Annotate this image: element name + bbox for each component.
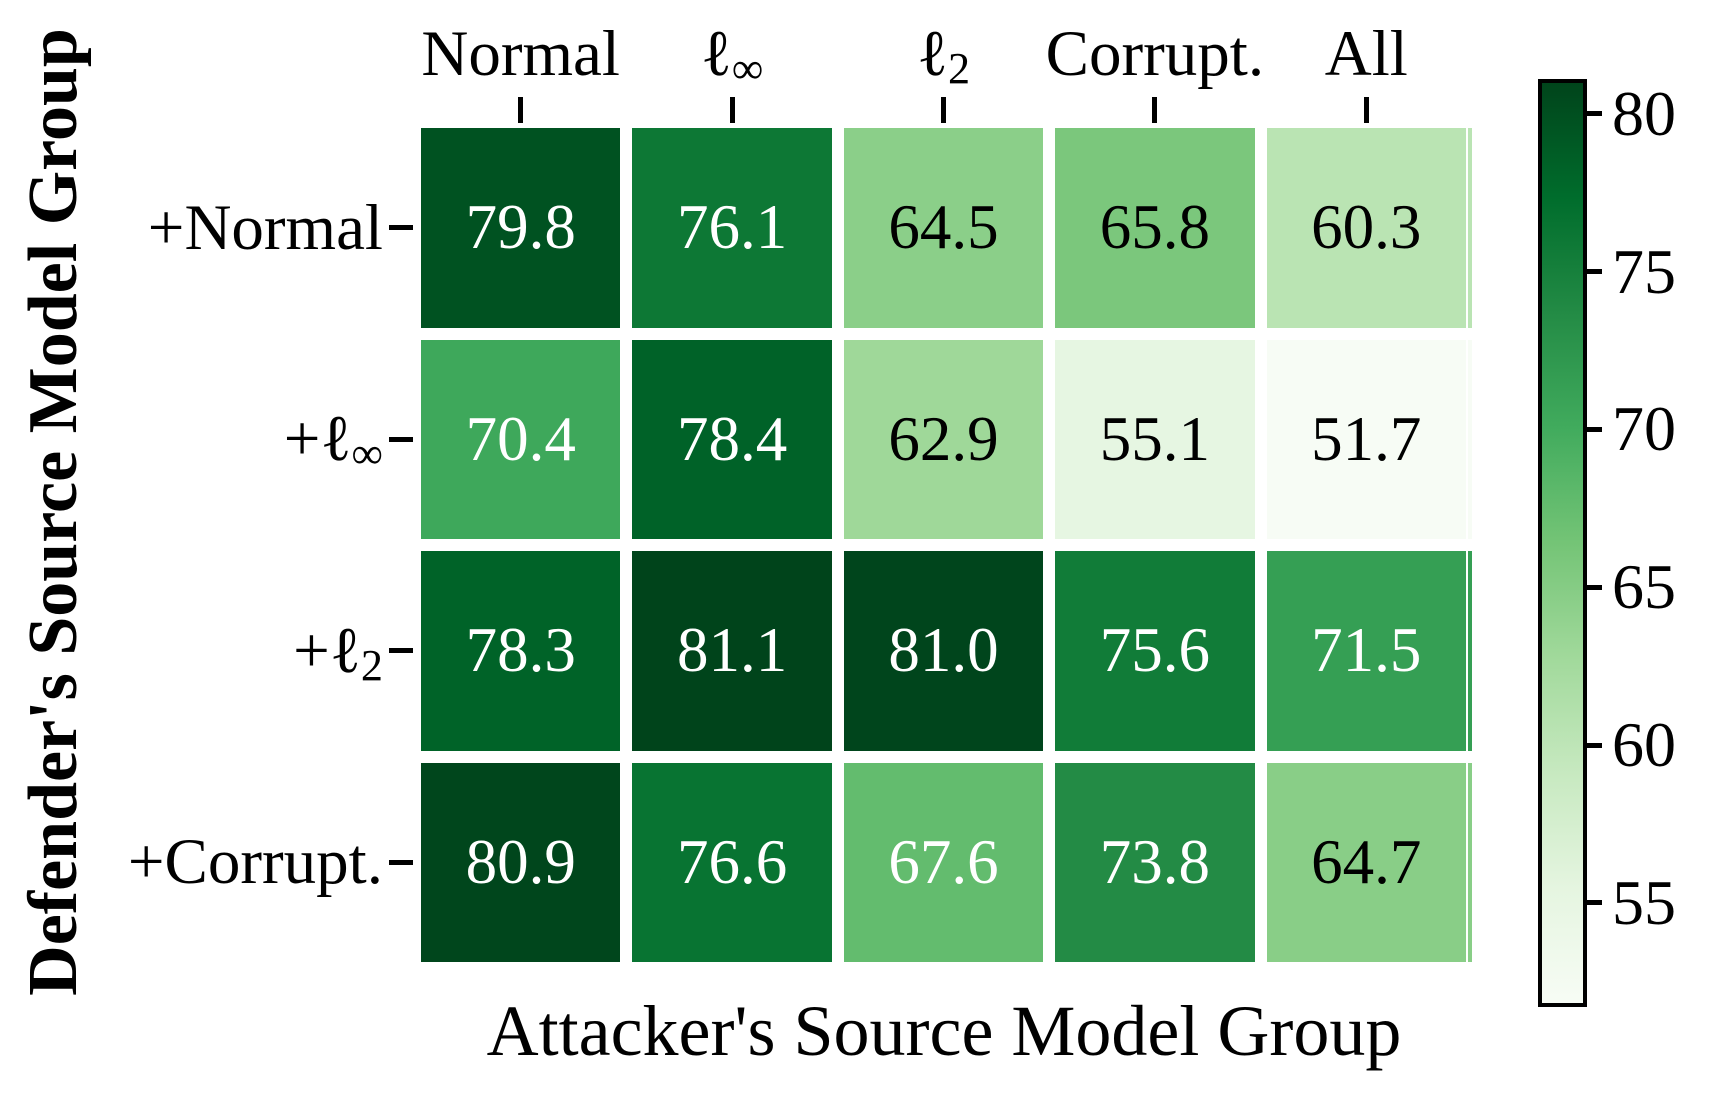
label-text: +Normal	[147, 191, 383, 264]
heatmap-cell-r2c1: 81.1	[632, 551, 832, 751]
heatmap-cell-r3c4: 64.7	[1266, 762, 1466, 962]
row-label-+ℓ∞: +ℓ∞	[0, 394, 383, 484]
col-tick-mark	[941, 97, 946, 123]
heatmap-cell-r0c3: 65.8	[1055, 128, 1255, 328]
colorbar-tick-label: 65	[1612, 551, 1676, 623]
col-tick-mark	[729, 97, 735, 123]
edge-sliver	[1468, 551, 1472, 751]
row-tick-mark	[389, 436, 413, 442]
edge-sliver	[1468, 128, 1472, 328]
colorbar-tick-label: 70	[1612, 393, 1676, 465]
colorbar-gradient	[1538, 79, 1587, 1007]
heatmap-cell-r0c0: 79.8	[421, 128, 621, 328]
label-subscript: 2	[948, 43, 971, 93]
heatmap-cell-r0c1: 76.1	[632, 128, 832, 328]
colorbar-tick-mark	[1585, 900, 1602, 906]
colorbar-tick-mark	[1585, 426, 1602, 432]
heatmap-grid: 79.8 76.1 64.5 65.8 60.3 70.4 78.4 62.9 55.1 51.7…	[421, 128, 1466, 962]
heatmap-cell-r2c0: 78.3	[421, 551, 621, 751]
edge-sliver	[1468, 762, 1472, 962]
colorbar-tick-label: 60	[1612, 709, 1676, 780]
col-tick-mark	[1152, 97, 1158, 123]
heatmap-cell-r1c2: 62.9	[843, 339, 1044, 539]
heatmap-cell-r3c1: 76.6	[632, 762, 832, 962]
edge-sliver	[1468, 339, 1472, 539]
row-label-+Corrupt.: +Corrupt.	[0, 817, 383, 907]
col-header-ℓ2: ℓ2	[917, 14, 970, 94]
row-tick-mark	[389, 648, 413, 654]
heatmap-cell-r1c0: 70.4	[421, 339, 621, 539]
label-text: +Corrupt.	[127, 826, 383, 899]
heatmap-cell-r2c2: 81.0	[843, 551, 1044, 751]
row-label-+ℓ2: +ℓ2	[0, 606, 383, 696]
label-subscript: ∞	[351, 429, 383, 479]
label-text: +ℓ	[293, 614, 361, 687]
label-text: +ℓ	[283, 403, 352, 476]
col-header-Corrupt.: Corrupt.	[1046, 14, 1264, 94]
col-header-ℓ∞: ℓ∞	[701, 14, 764, 94]
heatmap-cell-r0c2: 64.5	[843, 128, 1044, 328]
col-tick-mark	[1363, 97, 1369, 123]
label-text: ℓ	[700, 18, 732, 90]
colorbar-tick-label: 55	[1612, 866, 1676, 938]
colorbar-tick-mark	[1585, 269, 1602, 275]
row-tick-mark	[389, 859, 413, 865]
label-text: Normal	[421, 18, 620, 90]
heatmap-cell-r1c4: 51.7	[1266, 339, 1466, 539]
heatmap-cell-r1c1: 78.4	[632, 339, 832, 539]
colorbar-tick-mark	[1585, 742, 1602, 748]
x-axis-title: Attacker's Source Model Group	[486, 991, 1402, 1071]
colorbar-tick-label: 80	[1612, 77, 1676, 149]
label-text: ℓ	[916, 18, 949, 90]
heatmap-cell-r3c0: 80.9	[421, 762, 621, 962]
heatmap-cell-r1c3: 55.1	[1055, 339, 1255, 539]
heatmap-cell-r3c3: 73.8	[1055, 762, 1255, 962]
colorbar-tick-label: 75	[1612, 235, 1676, 307]
heatmap-cell-r2c3: 75.6	[1055, 551, 1255, 751]
heatmap-cell-r3c2: 67.6	[843, 762, 1044, 962]
label-subscript: ∞	[731, 43, 764, 93]
col-header-Normal: Normal	[421, 14, 620, 94]
colorbar-tick-mark	[1585, 111, 1602, 117]
col-header-All: All	[1325, 14, 1408, 94]
label-text: All	[1324, 18, 1408, 90]
heatmap-cell-r2c4: 71.5	[1266, 551, 1466, 751]
row-label-+Normal: +Normal	[0, 183, 383, 273]
label-subscript: 2	[360, 640, 383, 690]
row-tick-mark	[389, 225, 413, 231]
heatmap-cell-r0c4: 60.3	[1266, 128, 1466, 328]
colorbar-tick-mark	[1585, 584, 1602, 590]
label-text: Corrupt.	[1045, 18, 1265, 90]
col-tick-mark	[518, 97, 524, 123]
